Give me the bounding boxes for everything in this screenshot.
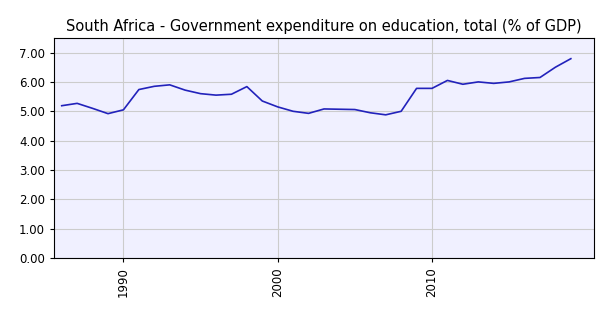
Title: South Africa - Government expenditure on education, total (% of GDP): South Africa - Government expenditure on… <box>66 19 582 34</box>
